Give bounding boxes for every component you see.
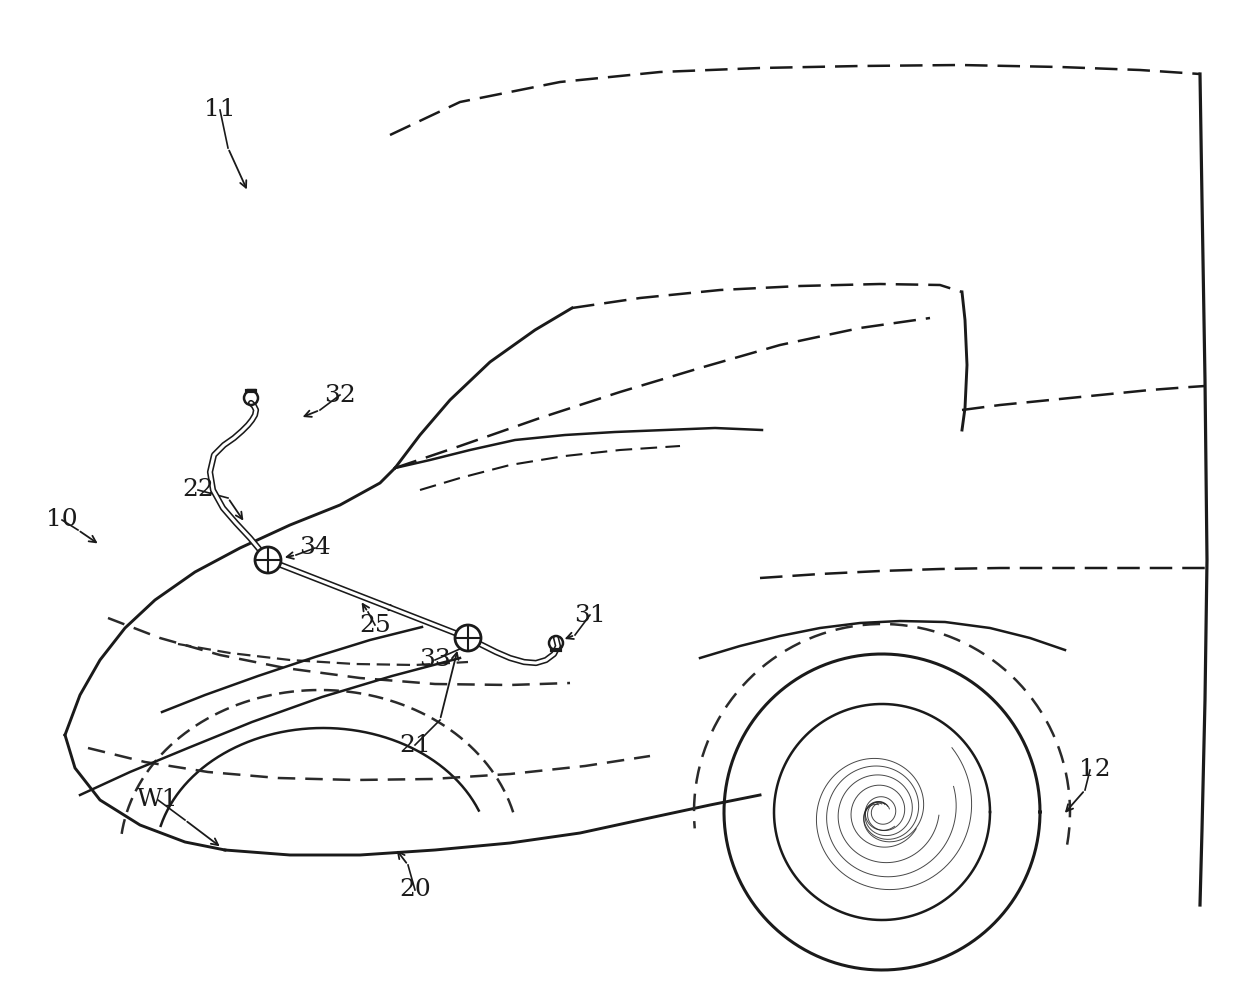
Circle shape — [455, 625, 481, 651]
Text: 10: 10 — [46, 508, 78, 532]
Text: 11: 11 — [205, 98, 236, 122]
Text: 32: 32 — [324, 384, 356, 406]
Text: 25: 25 — [360, 613, 391, 637]
Text: 34: 34 — [299, 537, 331, 559]
Circle shape — [255, 547, 281, 573]
Text: 21: 21 — [399, 734, 430, 756]
Text: 20: 20 — [399, 879, 430, 902]
Text: W1: W1 — [138, 789, 179, 811]
Text: 31: 31 — [574, 603, 606, 627]
Text: 22: 22 — [182, 479, 213, 501]
Text: 12: 12 — [1079, 758, 1111, 782]
Text: 33: 33 — [419, 648, 451, 672]
